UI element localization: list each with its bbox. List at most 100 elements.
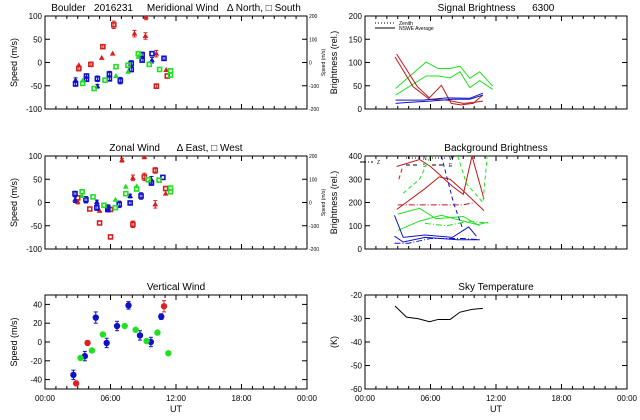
chart-title: Signal Brightness 6300 xyxy=(438,3,555,14)
y-tick-label: -20 xyxy=(30,357,42,366)
data-point xyxy=(156,177,162,183)
y-tick-label: 50 xyxy=(353,82,362,91)
data-point xyxy=(90,194,96,200)
data-point xyxy=(148,180,155,186)
y-tick-label: -50 xyxy=(30,82,42,91)
series-red xyxy=(72,300,168,387)
data-point xyxy=(113,63,119,70)
chart-title: Vertical Wind xyxy=(147,282,205,293)
data-line xyxy=(395,71,494,96)
right-y-axis-label: Speed (m/s) xyxy=(321,49,327,77)
series-red-4 xyxy=(398,168,403,180)
data-point xyxy=(113,322,121,330)
data-point xyxy=(125,62,131,69)
data-point xyxy=(88,347,96,354)
data-point xyxy=(165,350,172,357)
data-point xyxy=(107,234,114,240)
y-tick-label: 0 xyxy=(358,245,363,254)
data-point xyxy=(91,85,97,92)
data-point xyxy=(94,204,100,211)
y-tick-label: -40 xyxy=(350,338,362,347)
y-tick-label: 300 xyxy=(349,175,363,184)
data-line xyxy=(457,156,488,204)
y-tick-label: 0 xyxy=(358,105,363,114)
series-green xyxy=(77,322,172,362)
data-point xyxy=(113,72,119,78)
series-red-b xyxy=(394,56,483,104)
chart-signal: Signal Brightness 6300 200 150 100 50 0 Bright… xyxy=(329,3,628,114)
data-point xyxy=(96,220,103,226)
data-line xyxy=(394,215,477,238)
series-green-south xyxy=(79,50,174,92)
data-point xyxy=(112,204,119,211)
data-point xyxy=(79,189,85,195)
data-point xyxy=(127,200,133,206)
data-point xyxy=(119,157,125,163)
y-tick-label: 200 xyxy=(349,199,363,208)
chart-background: Background Brightness 400 300 200 100 0 Bright… xyxy=(329,143,628,254)
y-tick-label: 100 xyxy=(29,12,43,21)
series-blue-a xyxy=(395,92,484,101)
data-point xyxy=(135,50,142,57)
chart-vertical: Vertical Wind 00:00 06:00 12:00 18:00 00:00 UT… xyxy=(9,282,318,414)
series-blue-1 xyxy=(394,215,477,238)
data-point xyxy=(158,313,165,320)
right-y-tick-label: 100 xyxy=(309,177,318,183)
series-red-west xyxy=(74,167,169,240)
data-point xyxy=(146,61,153,68)
data-point xyxy=(139,57,145,63)
y-tick-label: 0 xyxy=(38,199,43,208)
y-tick-label: 100 xyxy=(349,222,363,231)
data-line xyxy=(396,176,485,211)
data-point xyxy=(135,53,142,59)
y-tick-label: -50 xyxy=(350,362,362,371)
data-point xyxy=(99,331,107,338)
y-tick-label: -100 xyxy=(26,105,43,114)
x-tick-label: 06:00 xyxy=(420,394,441,403)
data-point xyxy=(93,199,100,205)
x-tick-label: 00:00 xyxy=(297,394,318,403)
data-point xyxy=(72,190,78,197)
data-point xyxy=(112,196,119,202)
right-y-tick-label: 200 xyxy=(309,14,318,20)
chart-title: Boulder 2016231 Meridional Wind Δ North,… xyxy=(51,3,301,14)
data-point xyxy=(125,302,132,309)
data-line xyxy=(440,156,464,231)
series-blue-2 xyxy=(394,235,480,243)
data-point xyxy=(160,303,168,310)
data-line xyxy=(396,156,485,200)
series-blue-west xyxy=(72,174,166,213)
series-green-2 xyxy=(397,207,480,227)
series-blue xyxy=(70,301,165,381)
data-point xyxy=(72,81,79,87)
data-line xyxy=(394,56,483,104)
data-line xyxy=(394,238,480,244)
data-point xyxy=(92,314,99,321)
data-point xyxy=(130,174,136,180)
data-point xyxy=(152,201,159,207)
data-point xyxy=(167,189,174,195)
series-blue-east xyxy=(72,175,155,205)
plot-frame xyxy=(364,294,628,390)
right-y-tick-label: -100 xyxy=(309,224,319,230)
y-axis-label: Speed (m/s) xyxy=(9,38,19,87)
data-line xyxy=(395,61,494,89)
series-red-3 xyxy=(397,202,475,206)
y-tick-label: 20 xyxy=(33,319,42,328)
data-point xyxy=(104,206,111,213)
data-point xyxy=(163,66,170,72)
data-point xyxy=(125,68,131,74)
data-point xyxy=(122,183,129,189)
y-tick-label: 50 xyxy=(33,175,42,184)
data-point xyxy=(133,186,140,192)
plot-frame xyxy=(44,294,308,390)
plot-frame xyxy=(364,155,628,250)
data-line xyxy=(394,235,480,243)
y-tick-label: 150 xyxy=(349,35,363,44)
data-point xyxy=(122,190,129,197)
y-tick-label: 50 xyxy=(33,35,42,44)
series-red-1 xyxy=(396,156,485,200)
series-green-west xyxy=(79,176,174,211)
data-point xyxy=(132,326,139,333)
